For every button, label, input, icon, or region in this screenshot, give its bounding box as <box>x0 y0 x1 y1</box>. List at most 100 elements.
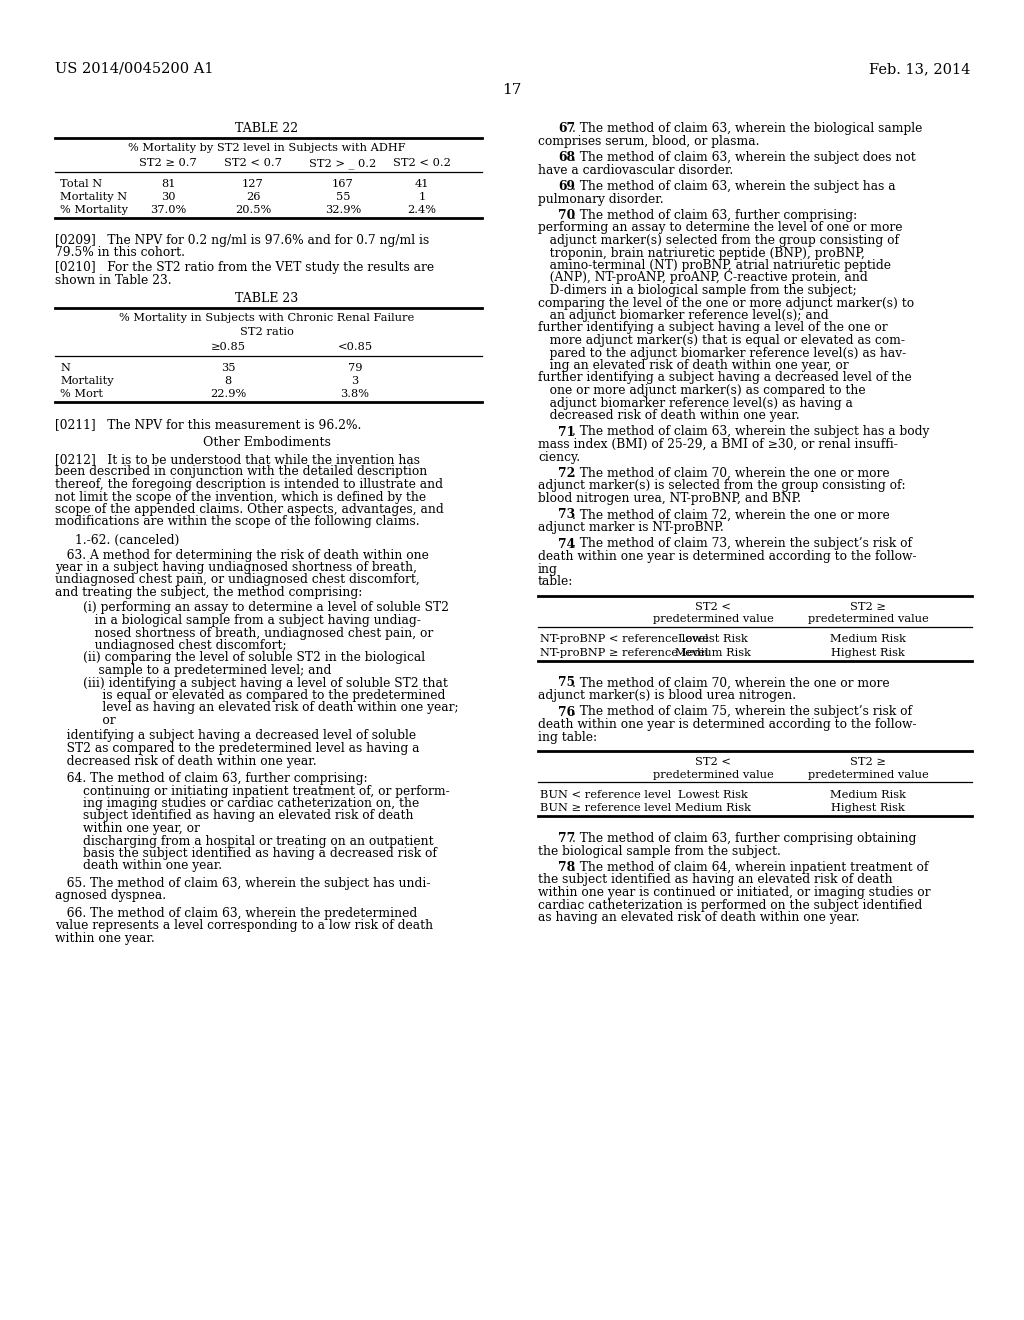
Text: 22.9%: 22.9% <box>210 389 246 399</box>
Text: . The method of claim 70, wherein the one or more: . The method of claim 70, wherein the on… <box>572 467 890 480</box>
Text: further identifying a subject having a level of the one or: further identifying a subject having a l… <box>538 322 888 334</box>
Text: value represents a level corresponding to a low risk of death: value represents a level corresponding t… <box>55 920 433 932</box>
Text: comprises serum, blood, or plasma.: comprises serum, blood, or plasma. <box>538 135 760 148</box>
Text: pulmonary disorder.: pulmonary disorder. <box>538 193 664 206</box>
Text: year in a subject having undiagnosed shortness of breath,: year in a subject having undiagnosed sho… <box>55 561 417 574</box>
Text: 20.5%: 20.5% <box>234 205 271 215</box>
Text: pared to the adjunct biomarker reference level(s) as hav-: pared to the adjunct biomarker reference… <box>538 346 906 359</box>
Text: predetermined value: predetermined value <box>652 614 773 624</box>
Text: NT-proBNP ≥ reference level: NT-proBNP ≥ reference level <box>540 648 709 657</box>
Text: (ANP), NT-proANP, proANP, C-reactive protein, and: (ANP), NT-proANP, proANP, C-reactive pro… <box>538 272 867 285</box>
Text: undiagnosed chest pain, or undiagnosed chest discomfort,: undiagnosed chest pain, or undiagnosed c… <box>55 573 420 586</box>
Text: 65. The method of claim 63, wherein the subject has undi-: 65. The method of claim 63, wherein the … <box>55 876 430 890</box>
Text: 78: 78 <box>558 861 575 874</box>
Text: 67: 67 <box>558 121 575 135</box>
Text: . The method of claim 64, wherein inpatient treatment of: . The method of claim 64, wherein inpati… <box>572 861 929 874</box>
Text: scope of the appended claims. Other aspects, advantages, and: scope of the appended claims. Other aspe… <box>55 503 443 516</box>
Text: 63. A method for determining the risk of death within one: 63. A method for determining the risk of… <box>55 549 429 561</box>
Text: thereof, the foregoing description is intended to illustrate and: thereof, the foregoing description is in… <box>55 478 443 491</box>
Text: shown in Table 23.: shown in Table 23. <box>55 273 172 286</box>
Text: Medium Risk: Medium Risk <box>830 635 906 644</box>
Text: more adjunct marker(s) that is equal or elevated as com-: more adjunct marker(s) that is equal or … <box>538 334 905 347</box>
Text: sample to a predetermined level; and: sample to a predetermined level; and <box>83 664 332 677</box>
Text: as having an elevated risk of death within one year.: as having an elevated risk of death with… <box>538 911 859 924</box>
Text: [0212]   It is to be understood that while the invention has: [0212] It is to be understood that while… <box>55 453 420 466</box>
Text: adjunct marker(s) selected from the group consisting of: adjunct marker(s) selected from the grou… <box>538 234 899 247</box>
Text: [0211]   The NPV for this measurement is 96.2%.: [0211] The NPV for this measurement is 9… <box>55 418 361 432</box>
Text: ST2 as compared to the predetermined level as having a: ST2 as compared to the predetermined lev… <box>55 742 420 755</box>
Text: ST2 < 0.2: ST2 < 0.2 <box>393 158 451 168</box>
Text: ST2 > _ 0.2: ST2 > _ 0.2 <box>309 158 377 169</box>
Text: BUN < reference level: BUN < reference level <box>540 789 672 800</box>
Text: ciency.: ciency. <box>538 450 581 463</box>
Text: . The method of claim 63, further comprising obtaining: . The method of claim 63, further compri… <box>572 832 916 845</box>
Text: ing an elevated risk of death within one year, or: ing an elevated risk of death within one… <box>538 359 849 372</box>
Text: ST2 <: ST2 < <box>695 602 731 611</box>
Text: TABLE 22: TABLE 22 <box>236 121 299 135</box>
Text: (ii) comparing the level of soluble ST2 in the biological: (ii) comparing the level of soluble ST2 … <box>83 652 425 664</box>
Text: further identifying a subject having a decreased level of the: further identifying a subject having a d… <box>538 371 911 384</box>
Text: . The method of claim 72, wherein the one or more: . The method of claim 72, wherein the on… <box>572 508 890 521</box>
Text: Feb. 13, 2014: Feb. 13, 2014 <box>868 62 970 77</box>
Text: TABLE 23: TABLE 23 <box>236 292 299 305</box>
Text: % Mort: % Mort <box>60 389 103 399</box>
Text: modifications are within the scope of the following claims.: modifications are within the scope of th… <box>55 516 420 528</box>
Text: 68: 68 <box>558 150 575 164</box>
Text: . The method of claim 63, wherein the subject has a: . The method of claim 63, wherein the su… <box>572 180 896 193</box>
Text: . The method of claim 73, wherein the subject’s risk of: . The method of claim 73, wherein the su… <box>572 537 912 550</box>
Text: % Mortality in Subjects with Chronic Renal Failure: % Mortality in Subjects with Chronic Ren… <box>120 313 415 323</box>
Text: not limit the scope of the invention, which is defined by the: not limit the scope of the invention, wh… <box>55 491 426 503</box>
Text: <0.85: <0.85 <box>338 342 373 352</box>
Text: 41: 41 <box>415 180 429 189</box>
Text: 35: 35 <box>221 363 236 374</box>
Text: comparing the level of the one or more adjunct marker(s) to: comparing the level of the one or more a… <box>538 297 914 309</box>
Text: troponin, brain natriuretic peptide (BNP), proBNP,: troponin, brain natriuretic peptide (BNP… <box>538 247 865 260</box>
Text: 64. The method of claim 63, further comprising:: 64. The method of claim 63, further comp… <box>55 772 368 785</box>
Text: 8: 8 <box>224 376 231 385</box>
Text: NT-proBNP < reference level: NT-proBNP < reference level <box>540 635 709 644</box>
Text: 81: 81 <box>161 180 175 189</box>
Text: 75: 75 <box>558 676 575 689</box>
Text: ST2 <: ST2 < <box>695 756 731 767</box>
Text: decreased risk of death within one year.: decreased risk of death within one year. <box>538 409 800 422</box>
Text: performing an assay to determine the level of one or more: performing an assay to determine the lev… <box>538 222 902 235</box>
Text: ing: ing <box>538 562 558 576</box>
Text: 3.8%: 3.8% <box>341 389 370 399</box>
Text: Mortality: Mortality <box>60 376 114 385</box>
Text: 1: 1 <box>419 191 426 202</box>
Text: agnosed dyspnea.: agnosed dyspnea. <box>55 890 166 903</box>
Text: Highest Risk: Highest Risk <box>831 803 905 813</box>
Text: Other Embodiments: Other Embodiments <box>203 436 331 449</box>
Text: [0209]   The NPV for 0.2 ng/ml is 97.6% and for 0.7 ng/ml is: [0209] The NPV for 0.2 ng/ml is 97.6% an… <box>55 234 429 247</box>
Text: . The method of claim 63, wherein the biological sample: . The method of claim 63, wherein the bi… <box>572 121 923 135</box>
Text: ST2 ratio: ST2 ratio <box>240 327 294 337</box>
Text: have a cardiovascular disorder.: have a cardiovascular disorder. <box>538 164 733 177</box>
Text: . The method of claim 63, further comprising:: . The method of claim 63, further compri… <box>572 209 858 222</box>
Text: 73: 73 <box>558 508 575 521</box>
Text: within one year, or: within one year, or <box>83 822 200 836</box>
Text: adjunct marker(s) is selected from the group consisting of:: adjunct marker(s) is selected from the g… <box>538 479 905 492</box>
Text: amino-terminal (NT) proBNP, atrial natriuretic peptide: amino-terminal (NT) proBNP, atrial natri… <box>538 259 891 272</box>
Text: death within one year is determined according to the follow-: death within one year is determined acco… <box>538 718 916 731</box>
Text: 69: 69 <box>558 180 574 193</box>
Text: continuing or initiating inpatient treatment of, or perform-: continuing or initiating inpatient treat… <box>83 784 450 797</box>
Text: identifying a subject having a decreased level of soluble: identifying a subject having a decreased… <box>55 730 416 742</box>
Text: Lowest Risk: Lowest Risk <box>678 789 748 800</box>
Text: . The method of claim 75, wherein the subject’s risk of: . The method of claim 75, wherein the su… <box>572 705 912 718</box>
Text: ing table:: ing table: <box>538 730 597 743</box>
Text: 37.0%: 37.0% <box>150 205 186 215</box>
Text: blood nitrogen urea, NT-proBNP, and BNP.: blood nitrogen urea, NT-proBNP, and BNP. <box>538 492 801 506</box>
Text: (i) performing an assay to determine a level of soluble ST2: (i) performing an assay to determine a l… <box>83 602 449 615</box>
Text: discharging from a hospital or treating on an outpatient: discharging from a hospital or treating … <box>83 834 433 847</box>
Text: 17: 17 <box>503 83 521 96</box>
Text: basis the subject identified as having a decreased risk of: basis the subject identified as having a… <box>83 847 437 861</box>
Text: Total N: Total N <box>60 180 102 189</box>
Text: US 2014/0045200 A1: US 2014/0045200 A1 <box>55 62 213 77</box>
Text: 72: 72 <box>558 467 575 480</box>
Text: mass index (BMI) of 25-29, a BMI of ≥30, or renal insuffi-: mass index (BMI) of 25-29, a BMI of ≥30,… <box>538 438 898 451</box>
Text: 79: 79 <box>348 363 362 374</box>
Text: been described in conjunction with the detailed description: been described in conjunction with the d… <box>55 466 427 479</box>
Text: Highest Risk: Highest Risk <box>831 648 905 657</box>
Text: 167: 167 <box>332 180 354 189</box>
Text: 3: 3 <box>351 376 358 385</box>
